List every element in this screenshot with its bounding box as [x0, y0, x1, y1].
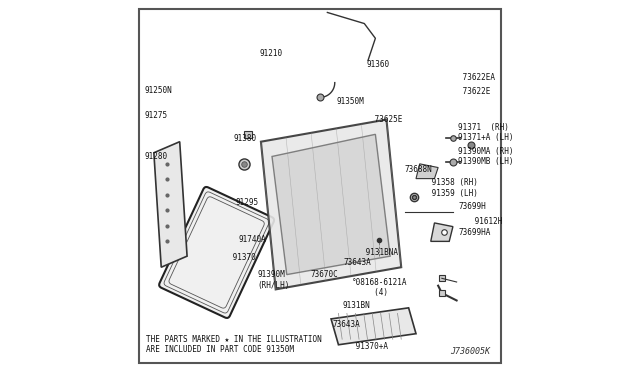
Polygon shape: [431, 223, 453, 241]
FancyBboxPatch shape: [139, 9, 501, 363]
Text: 73699HA: 73699HA: [458, 228, 491, 237]
Text: 91612H: 91612H: [470, 217, 502, 225]
Text: 73625E: 73625E: [370, 115, 402, 124]
Text: 91370: 91370: [228, 253, 255, 263]
Polygon shape: [154, 142, 187, 267]
Polygon shape: [272, 134, 390, 275]
Text: 91350M: 91350M: [337, 97, 364, 106]
Text: 91371  (RH)
91371+A (LH): 91371 (RH) 91371+A (LH): [458, 123, 514, 142]
Text: THE PARTS MARKED ★ IN THE ILLUSTRATION
ARE INCLUDED IN PART CODE 91350M: THE PARTS MARKED ★ IN THE ILLUSTRATION A…: [147, 335, 322, 355]
Text: 73643A: 73643A: [344, 258, 372, 267]
Text: 73643A: 73643A: [333, 320, 361, 329]
Text: 91390M
(RH/LH): 91390M (RH/LH): [257, 270, 290, 290]
Text: 91390MA (RH)
91390MB (LH): 91390MA (RH) 91390MB (LH): [458, 147, 514, 166]
Text: 91250N: 91250N: [145, 86, 172, 94]
Text: 73688N: 73688N: [405, 165, 433, 174]
Polygon shape: [261, 119, 401, 289]
FancyBboxPatch shape: [159, 187, 274, 318]
Text: 91380: 91380: [233, 134, 257, 142]
Text: 9131BNA: 9131BNA: [360, 248, 397, 257]
Text: 73622E: 73622E: [458, 87, 491, 96]
Text: 91210: 91210: [259, 49, 282, 58]
Text: 91360: 91360: [366, 60, 389, 69]
Text: 91740A: 91740A: [239, 235, 266, 244]
Text: J736005K: J736005K: [450, 347, 490, 356]
Text: 91280: 91280: [145, 152, 168, 161]
Text: °08168-6121A
     (4): °08168-6121A (4): [351, 278, 407, 297]
Polygon shape: [331, 308, 416, 345]
Text: 9131BN: 9131BN: [342, 301, 370, 311]
Text: 73670C: 73670C: [311, 270, 339, 279]
Text: 91370+A: 91370+A: [351, 342, 388, 351]
Text: 91275: 91275: [145, 111, 168, 121]
Polygon shape: [244, 131, 252, 138]
Text: 91295: 91295: [235, 198, 258, 207]
Polygon shape: [416, 164, 438, 179]
Text: 73622EA: 73622EA: [458, 73, 495, 81]
Text: 91358 (RH)
 91359 (LH): 91358 (RH) 91359 (LH): [427, 178, 478, 198]
Text: 73699H: 73699H: [458, 202, 486, 211]
